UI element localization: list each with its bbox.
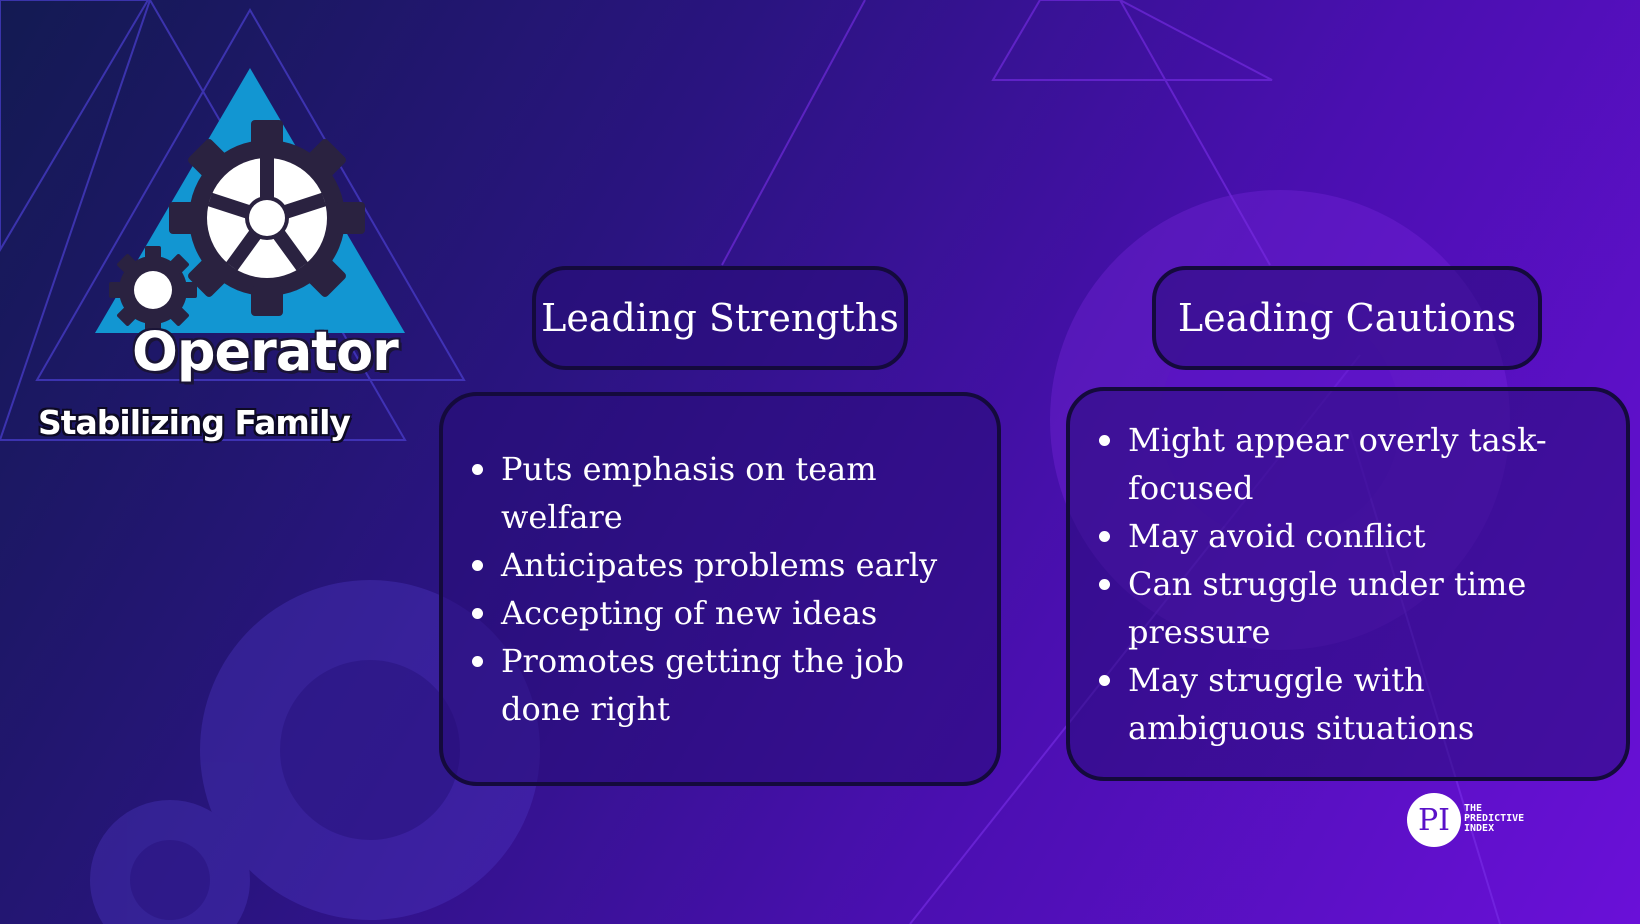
cautions-heading: Leading Cautions — [1152, 266, 1542, 370]
strengths-list: Puts emphasis on team welfare Anticipate… — [443, 445, 997, 733]
cautions-heading-label: Leading Cautions — [1177, 296, 1517, 340]
brand-line-1: THE — [1464, 803, 1483, 814]
pi-mark: PI — [1417, 802, 1451, 838]
list-item: Can struggle under time pressure — [1099, 560, 1606, 656]
list-item: Accepting of new ideas — [472, 589, 977, 637]
cautions-card: Might appear overly task-focused May avo… — [1066, 387, 1630, 781]
list-item: Anticipates problems early — [472, 541, 977, 589]
logo-title: Operator — [132, 320, 399, 383]
brand-wordmark: THE PREDICTIVE INDEX — [1464, 804, 1524, 834]
list-item: May avoid conflict — [1099, 512, 1606, 560]
pi-logo-icon: PI — [1407, 793, 1461, 847]
list-item: May struggle with ambiguous situations — [1099, 656, 1606, 752]
strengths-card: Puts emphasis on team welfare Anticipate… — [439, 392, 1001, 786]
list-item: Might appear overly task-focused — [1099, 416, 1606, 512]
operator-logo-icon — [95, 68, 405, 334]
strengths-heading-label: Leading Strengths — [541, 296, 899, 340]
list-item: Puts emphasis on team welfare — [472, 445, 977, 541]
list-item: Promotes getting the job done right — [472, 637, 977, 733]
logo-subtitle: Stabilizing Family — [38, 403, 351, 442]
strengths-heading: Leading Strengths — [532, 266, 908, 370]
brand-line-2: PREDICTIVE — [1464, 813, 1525, 824]
cautions-list: Might appear overly task-focused May avo… — [1070, 416, 1626, 752]
brand-line-3: INDEX — [1464, 823, 1495, 834]
